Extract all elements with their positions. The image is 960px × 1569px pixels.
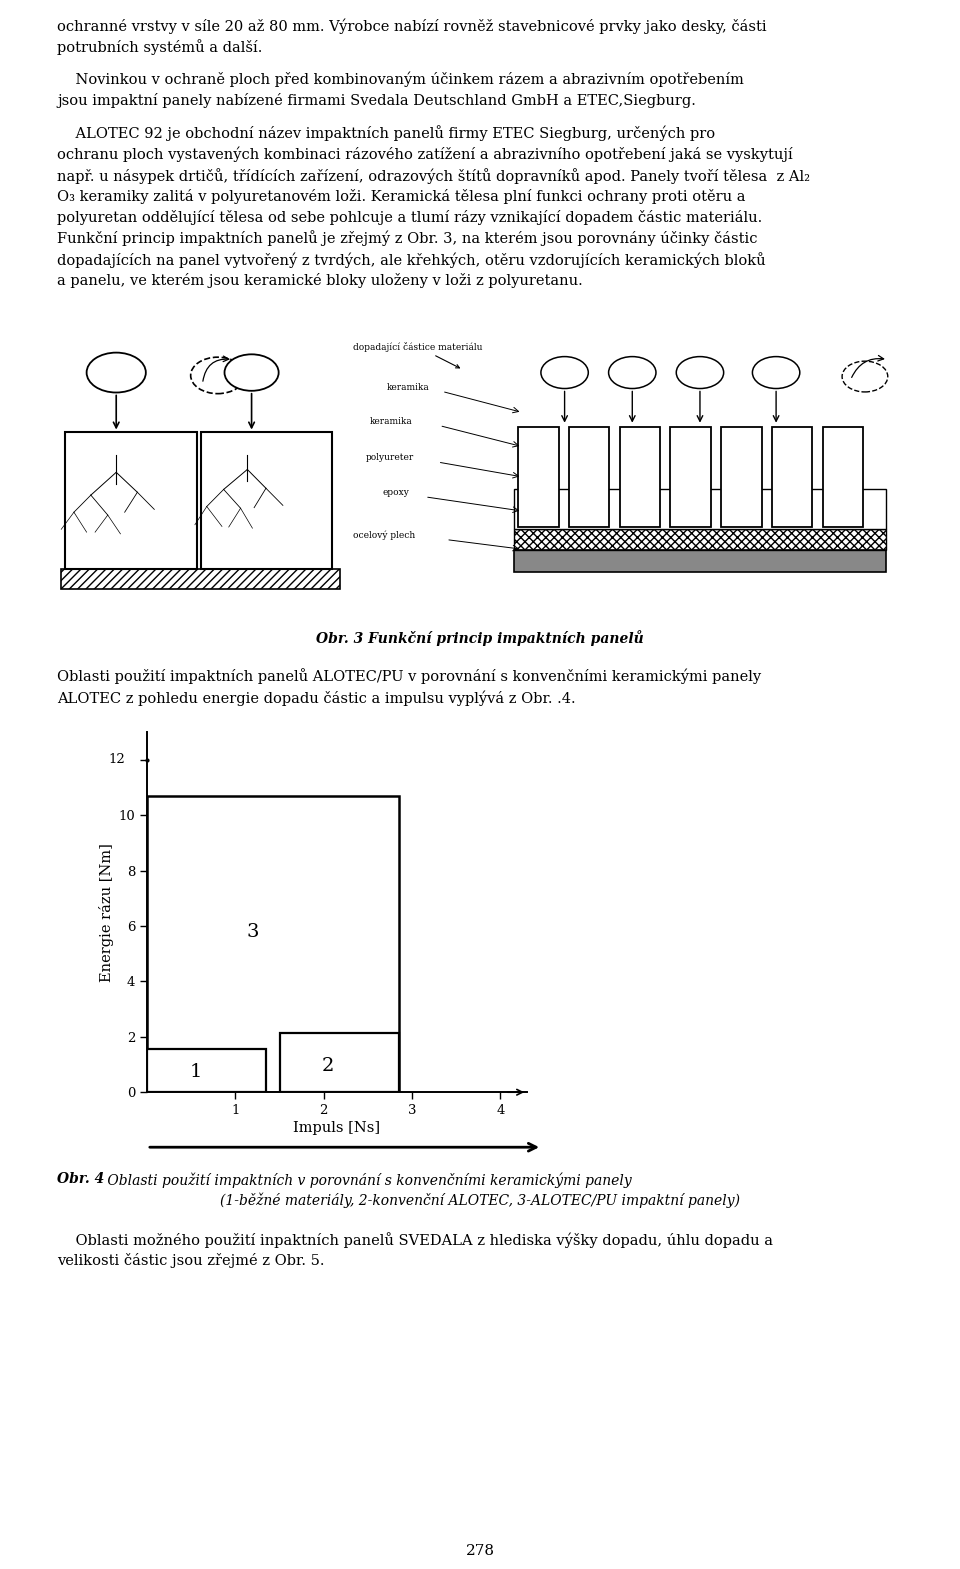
Bar [201, 433, 332, 570]
Text: 3: 3 [247, 923, 259, 940]
Text: keramika: keramika [387, 383, 430, 392]
Text: ochranné vrstvy v síle 20 až 80 mm. Výrobce nabízí rovněž stavebnicové prvky jak: ochranné vrstvy v síle 20 až 80 mm. Výro… [57, 17, 767, 55]
Bar [279, 1032, 398, 1092]
Text: polyureter: polyureter [366, 453, 414, 461]
Text: (1-běžné materiály, 2-konvenční ALOTEC, 3-ALOTEC/PU impaktní panely): (1-běžné materiály, 2-konvenční ALOTEC, … [220, 1192, 740, 1208]
Circle shape [676, 356, 724, 389]
Bar [721, 427, 761, 527]
Text: 2: 2 [322, 1058, 334, 1075]
Text: Obr. 3 Funkční princip impaktních panelů: Obr. 3 Funkční princip impaktních panelů [316, 629, 644, 646]
Text: ALOTEC 92 je obchodní název impaktních panelů firmy ETEC Siegburg, určených pro
: ALOTEC 92 je obchodní název impaktních p… [57, 126, 810, 289]
Text: 1: 1 [189, 1064, 202, 1081]
Bar [65, 433, 197, 570]
Text: 12: 12 [108, 753, 125, 766]
Text: Novinkou v ochraně ploch před kombinovaným účinkem rázem a abrazivním opotřebení: Novinkou v ochraně ploch před kombinovan… [57, 72, 744, 108]
Circle shape [842, 361, 888, 392]
Bar [514, 490, 886, 529]
Text: Oblasti použití impaktních panelů ALOTEC/PU v porovnání s konvenčními keramickým: Oblasti použití impaktních panelů ALOTEC… [57, 668, 761, 706]
Bar [670, 427, 711, 527]
Bar [147, 795, 398, 1092]
Bar [147, 1050, 266, 1092]
Y-axis label: Energie rázu [Nm]: Energie rázu [Nm] [99, 843, 114, 982]
Text: keramika: keramika [370, 417, 413, 425]
Text: dopadající částice materiálu: dopadající částice materiálu [353, 342, 483, 367]
Bar [823, 427, 863, 527]
X-axis label: Impuls [Ns]: Impuls [Ns] [294, 1122, 380, 1136]
Bar [772, 427, 812, 527]
Text: Oblasti použití impaktních v porovnání s konvenčními keramickými panely: Oblasti použití impaktních v porovnání s… [103, 1172, 632, 1188]
Text: ocelový plech: ocelový plech [353, 530, 416, 540]
Circle shape [191, 358, 245, 394]
Bar [619, 427, 660, 527]
Bar [518, 427, 559, 527]
Bar [569, 427, 610, 527]
Text: epoxy: epoxy [383, 488, 410, 497]
Text: Obr. 4: Obr. 4 [57, 1172, 105, 1186]
Circle shape [609, 356, 656, 389]
Bar [514, 529, 886, 551]
Circle shape [225, 355, 278, 391]
Text: Oblasti možného použití inpaktních panelů SVEDALA z hlediska výšky dopadu, úhlu : Oblasti možného použití inpaktních panel… [57, 1232, 773, 1268]
Circle shape [753, 356, 800, 389]
Circle shape [540, 356, 588, 389]
Bar [61, 570, 341, 590]
Text: 278: 278 [466, 1544, 494, 1558]
Bar [514, 551, 886, 573]
Circle shape [86, 353, 146, 392]
